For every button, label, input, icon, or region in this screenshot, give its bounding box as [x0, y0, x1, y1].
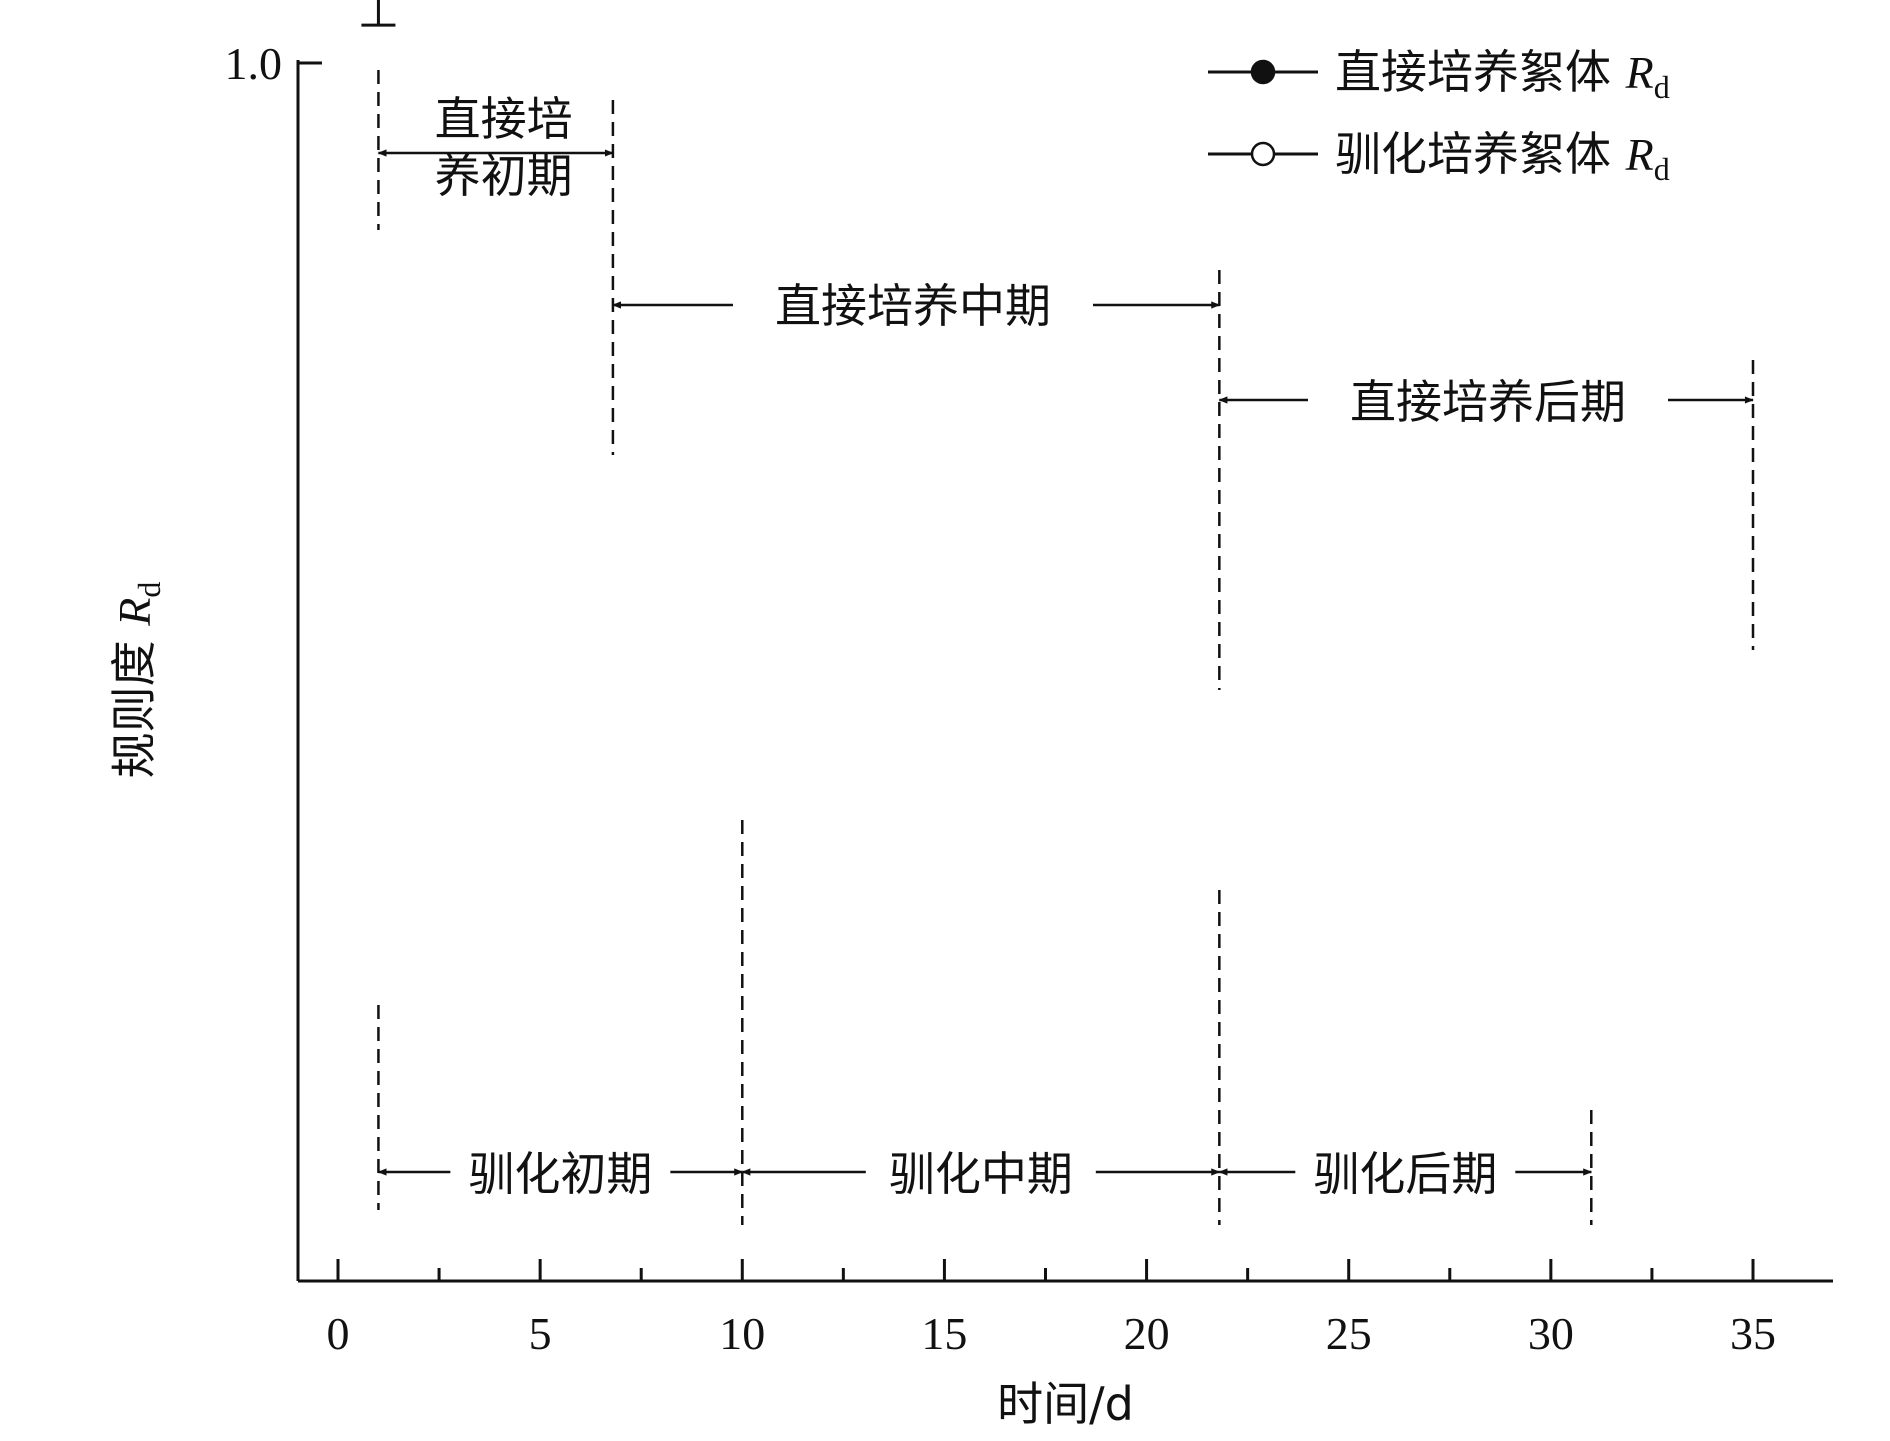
- legend-marker: [1250, 141, 1276, 167]
- phase-label-acclim-late: 驯化后期: [1313, 1147, 1497, 1201]
- legend-entry: 驯化培养絮体 Rd: [1335, 127, 1670, 187]
- label-backing: [1308, 370, 1668, 430]
- series-direct-culture: [361, 0, 396, 27]
- phase-label-acclim-mid: 驯化中期: [889, 1147, 1073, 1201]
- y-tick-label: 1.0: [225, 38, 283, 89]
- legend-entry: 直接培养絮体 Rd: [1335, 45, 1670, 105]
- x-tick-label: 15: [921, 1308, 967, 1359]
- y-axis-title: 规则度 Rd: [107, 582, 167, 779]
- phase-label-direct-early: 直接培: [435, 92, 573, 146]
- label-backing: [450, 1140, 671, 1204]
- x-tick-label: 0: [327, 1308, 350, 1359]
- phase-label-acclim-early: 驯化初期: [468, 1147, 652, 1201]
- x-tick-label: 25: [1326, 1308, 1372, 1359]
- x-tick-label: 30: [1528, 1308, 1574, 1359]
- x-tick-label: 35: [1730, 1308, 1776, 1359]
- x-tick-label: 20: [1124, 1308, 1170, 1359]
- legend-marker: [1250, 59, 1276, 85]
- label-backing: [733, 275, 1093, 335]
- phase-label-direct-early: 养初期: [435, 149, 573, 203]
- label-backing: [865, 1140, 1096, 1204]
- legend: 直接培养絮体 Rd 驯化培养絮体 Rd: [1208, 45, 1670, 187]
- x-tick-label: 10: [719, 1308, 765, 1359]
- phase-label-direct-late: 直接培养后期: [1350, 375, 1626, 429]
- x-tick-label: 5: [529, 1308, 552, 1359]
- data-series: [361, 0, 396, 27]
- x-axis-title: 时间/d: [997, 1377, 1134, 1431]
- label-backing: [1295, 1140, 1516, 1204]
- phase-label-direct-mid: 直接培养中期: [775, 279, 1051, 333]
